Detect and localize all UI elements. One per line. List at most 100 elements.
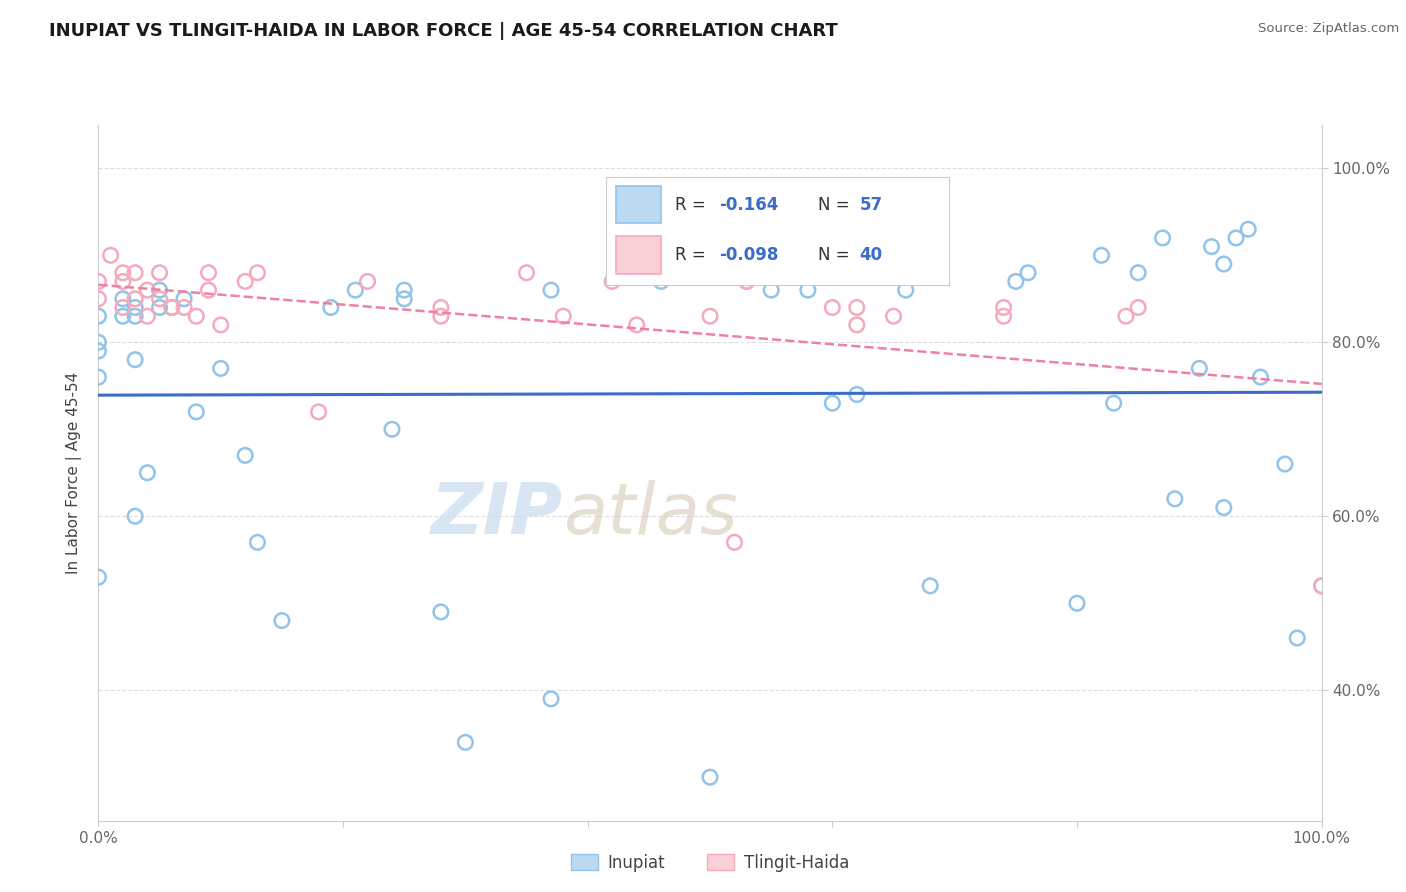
Point: [454, 735, 477, 749]
Point: [1090, 248, 1112, 262]
Point: [246, 535, 269, 549]
Point: [1115, 309, 1137, 323]
Point: [650, 274, 672, 288]
Point: [111, 301, 134, 315]
Point: [124, 352, 146, 367]
Point: [270, 614, 294, 628]
Point: [197, 283, 219, 297]
Point: [87, 343, 110, 358]
Point: [246, 266, 269, 280]
Text: INUPIAT VS TLINGIT-HAIDA IN LABOR FORCE | AGE 45-54 CORRELATION CHART: INUPIAT VS TLINGIT-HAIDA IN LABOR FORCE …: [49, 22, 838, 40]
Point: [381, 422, 404, 436]
Point: [87, 370, 110, 384]
Legend: Inupiat, Tlingit-Haida: Inupiat, Tlingit-Haida: [564, 847, 856, 879]
Point: [1017, 266, 1039, 280]
Bar: [616, 186, 661, 223]
Point: [124, 301, 146, 315]
Bar: [616, 236, 661, 274]
Point: [1237, 222, 1260, 236]
Text: N =: N =: [818, 195, 855, 213]
Point: [1201, 239, 1223, 253]
Point: [821, 301, 844, 315]
Point: [723, 535, 745, 549]
Point: [136, 309, 159, 323]
Point: [1066, 596, 1088, 610]
Point: [111, 274, 134, 288]
Point: [1212, 257, 1234, 271]
Point: [1286, 631, 1309, 645]
Point: [308, 405, 330, 419]
Point: [600, 274, 623, 288]
Point: [883, 309, 905, 323]
Point: [186, 309, 208, 323]
Point: [344, 283, 367, 297]
Point: [173, 301, 195, 315]
Text: R =: R =: [675, 195, 716, 213]
Text: ZIP: ZIP: [432, 480, 564, 549]
Point: [136, 283, 159, 297]
Point: [1249, 370, 1271, 384]
Point: [160, 301, 183, 315]
Text: Source: ZipAtlas.com: Source: ZipAtlas.com: [1258, 22, 1399, 36]
Point: [319, 301, 342, 315]
Point: [1310, 579, 1333, 593]
Point: [920, 579, 942, 593]
Point: [149, 301, 172, 315]
Point: [87, 309, 110, 323]
Point: [136, 466, 159, 480]
Point: [87, 292, 110, 306]
Point: [845, 318, 868, 332]
Text: N =: N =: [818, 246, 855, 264]
Point: [821, 396, 844, 410]
Point: [993, 309, 1015, 323]
Point: [100, 248, 122, 262]
Point: [173, 292, 195, 306]
Point: [540, 283, 562, 297]
Point: [1128, 301, 1150, 315]
Point: [845, 301, 868, 315]
Point: [761, 283, 783, 297]
Point: [845, 387, 868, 401]
Point: [797, 283, 820, 297]
Point: [124, 509, 146, 524]
Point: [1102, 396, 1125, 410]
Point: [149, 283, 172, 297]
Point: [87, 570, 110, 584]
Point: [124, 292, 146, 306]
Point: [186, 405, 208, 419]
Point: [735, 274, 758, 288]
Point: [149, 266, 172, 280]
Text: 57: 57: [859, 195, 883, 213]
Point: [233, 448, 256, 462]
Point: [197, 266, 219, 280]
Point: [149, 292, 172, 306]
Point: [430, 301, 453, 315]
Point: [894, 283, 917, 297]
Point: [515, 266, 537, 280]
Text: atlas: atlas: [564, 480, 738, 549]
Point: [111, 309, 134, 323]
Point: [111, 266, 134, 280]
Point: [233, 274, 256, 288]
Point: [540, 692, 562, 706]
Point: [553, 309, 575, 323]
Point: [392, 283, 416, 297]
Point: [1164, 491, 1187, 506]
Point: [430, 309, 453, 323]
Point: [1212, 500, 1234, 515]
Point: [699, 309, 721, 323]
Point: [735, 274, 758, 288]
Point: [356, 274, 378, 288]
Y-axis label: In Labor Force | Age 45-54: In Labor Force | Age 45-54: [66, 372, 83, 574]
Point: [1004, 274, 1026, 288]
Point: [111, 292, 134, 306]
Point: [124, 266, 146, 280]
Point: [699, 770, 721, 784]
Point: [1152, 231, 1174, 245]
Point: [1128, 266, 1150, 280]
Text: -0.098: -0.098: [718, 246, 779, 264]
Point: [430, 605, 453, 619]
Text: R =: R =: [675, 246, 716, 264]
Point: [87, 335, 110, 350]
Point: [993, 301, 1015, 315]
